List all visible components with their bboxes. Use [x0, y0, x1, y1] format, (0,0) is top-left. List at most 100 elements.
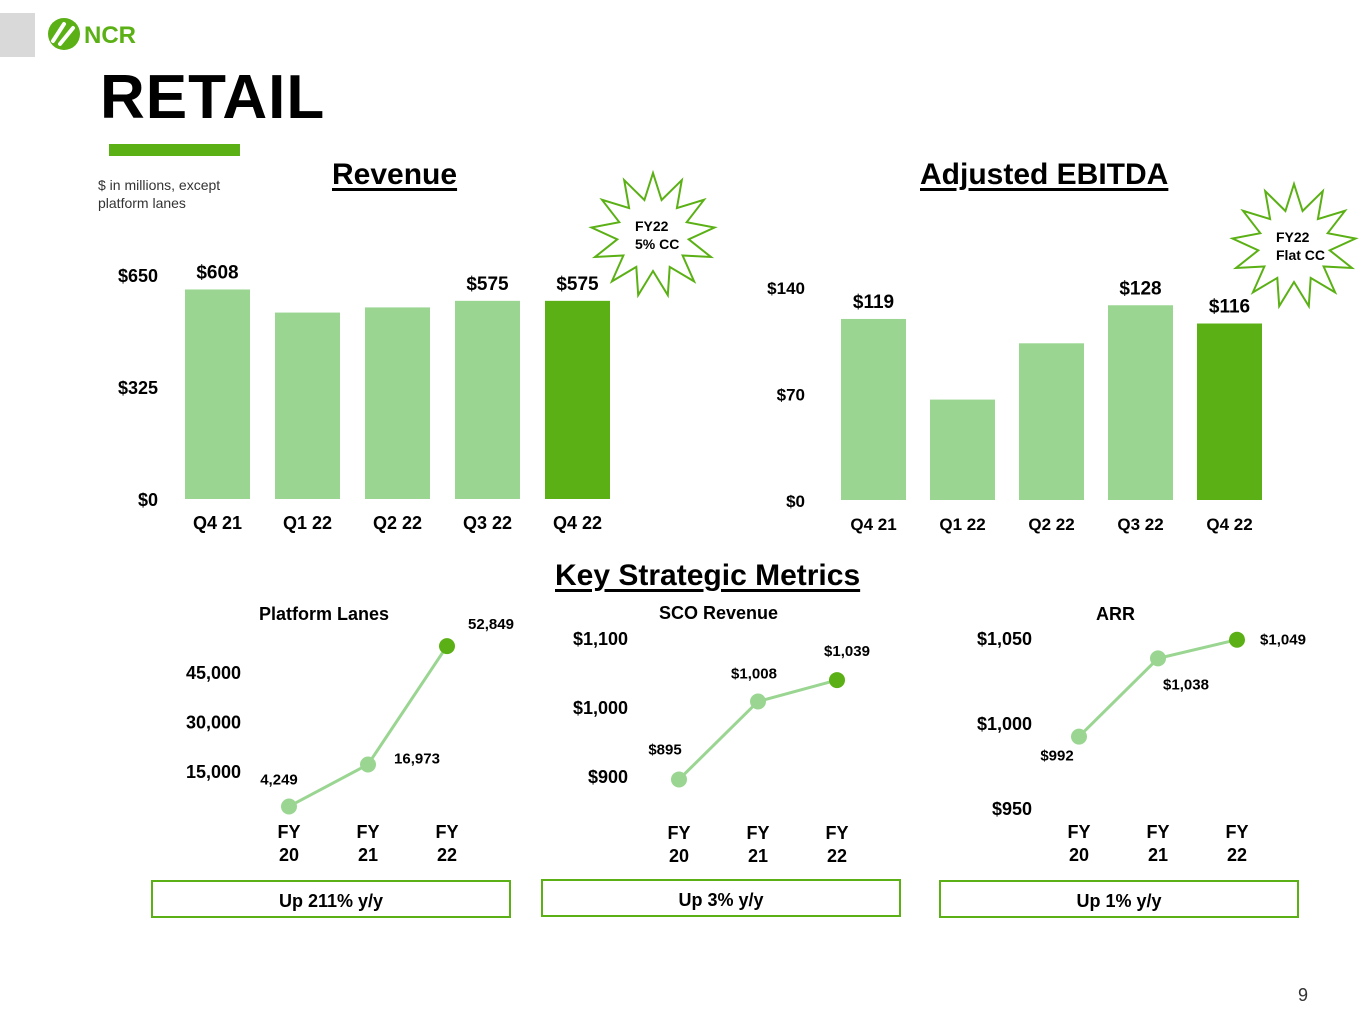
- y-tick-label: $900: [588, 767, 628, 787]
- x-tick-label: FY: [746, 823, 769, 843]
- data-point: [1229, 631, 1245, 648]
- data-point: [750, 693, 766, 710]
- x-tick-label: 22: [827, 846, 847, 866]
- bar-q4-21: [841, 318, 906, 500]
- logo-mark-icon: [48, 18, 80, 50]
- data-label: $1,049: [1260, 632, 1306, 649]
- callout-text: FY22: [1276, 229, 1310, 245]
- data-point: [829, 672, 845, 689]
- x-tick-label: Q4 22: [553, 513, 602, 533]
- x-tick-label: FY: [356, 822, 379, 842]
- series-line: [288, 645, 449, 808]
- data-label: $575: [556, 274, 599, 295]
- bar-q1-22: [275, 312, 340, 499]
- callout-starburst-icon: [1229, 180, 1359, 310]
- x-tick-label: 21: [1148, 845, 1168, 865]
- data-label: $128: [1119, 278, 1161, 299]
- x-tick-label: Q1 22: [939, 515, 985, 534]
- y-tick-label: $140: [767, 279, 805, 298]
- bar-q2-22: [365, 307, 430, 499]
- data-label: $116: [1209, 297, 1250, 318]
- y-tick-label: $950: [992, 799, 1032, 819]
- x-tick-label: Q4 22: [1206, 515, 1252, 534]
- x-tick-label: Q3 22: [1117, 515, 1163, 534]
- x-tick-label: FY: [1146, 822, 1169, 842]
- callout-text: FY22: [635, 218, 669, 234]
- y-tick-label: $650: [118, 266, 158, 286]
- data-label: $992: [1040, 748, 1073, 765]
- key-strategic-metrics-heading: Key Strategic Metrics: [555, 559, 861, 592]
- data-point: [1150, 650, 1166, 667]
- y-tick-label: $1,000: [977, 714, 1032, 734]
- revenue-chart-title: Revenue: [332, 158, 458, 191]
- x-tick-label: Q2 22: [1028, 515, 1074, 534]
- platform-lanes-summary: Up 211% y/y: [151, 880, 511, 918]
- units-note: $ in millions, except platform lanes: [98, 177, 221, 211]
- x-tick-label: 22: [1227, 845, 1247, 865]
- bar-q3-22: [1108, 305, 1173, 500]
- data-point: [439, 638, 455, 655]
- x-tick-label: 20: [1069, 845, 1089, 865]
- data-label: $1,008: [731, 665, 777, 682]
- y-tick-label: $1,050: [977, 629, 1032, 649]
- revenue-chart: $0 $325 $650 $608 Q4 21 Q1 22 Q2 22 $575 Q3 22 $5…: [118, 169, 718, 533]
- data-label: 16,973: [394, 750, 440, 767]
- bar-q2-22: [1019, 343, 1084, 500]
- data-point: [1071, 728, 1087, 745]
- arr-summary: Up 1% y/y: [939, 880, 1299, 918]
- ncr-logo: NCR: [48, 18, 136, 50]
- x-tick-label: Q1 22: [283, 513, 332, 533]
- ebitda-chart-title: Adjusted EBITDA: [920, 158, 1169, 191]
- platform-lanes-chart: 15,000 30,000 45,000 4,249 FY 20 16,973 FY 21 52,…: [186, 616, 514, 865]
- x-tick-label: 21: [358, 845, 378, 865]
- corner-tab: [0, 13, 35, 57]
- y-tick-label: $1,000: [573, 698, 628, 718]
- x-tick-label: FY: [1225, 822, 1248, 842]
- ebitda-chart: $0 $70 $140 $119 Q4 21 Q1 22 Q2 22 $128 Q3 22 $11…: [767, 180, 1359, 534]
- bar-q4-22: [545, 300, 610, 499]
- arr-chart: $950 $1,000 $1,050 $992 FY 20 $1,038 FY 21 $1,049…: [977, 629, 1306, 865]
- bar-q3-22: [455, 300, 520, 499]
- x-tick-label: Q4 21: [850, 515, 896, 534]
- page-number: 9: [1297, 985, 1308, 1005]
- bar-q4-21: [185, 289, 250, 499]
- y-tick-label: 15,000: [186, 762, 241, 782]
- logo-text: NCR: [84, 22, 136, 49]
- x-tick-label: 20: [669, 846, 689, 866]
- callout-starburst-icon: [588, 169, 718, 299]
- data-point: [360, 756, 376, 773]
- x-tick-label: Q3 22: [463, 513, 512, 533]
- page-title: RETAIL: [100, 63, 326, 132]
- data-label: $1,038: [1163, 676, 1209, 693]
- x-tick-label: Q4 21: [193, 513, 242, 533]
- x-tick-label: 21: [748, 846, 768, 866]
- x-tick-label: 22: [437, 845, 457, 865]
- y-tick-label: 45,000: [186, 663, 241, 683]
- data-label: 52,849: [468, 616, 514, 633]
- callout-text: Flat CC: [1276, 247, 1325, 263]
- bar-q4-22: [1197, 323, 1262, 500]
- title-underline-bar: [109, 144, 240, 156]
- data-label: $895: [648, 741, 681, 758]
- callout-text: 5% CC: [635, 236, 679, 252]
- x-tick-label: FY: [435, 822, 458, 842]
- platform-lanes-title: Platform Lanes: [259, 604, 390, 624]
- y-tick-label: $0: [786, 492, 805, 511]
- sco-revenue-chart: $900 $1,000 $1,100 $895 FY 20 $1,008 FY 21 $1,039…: [573, 629, 870, 866]
- x-tick-label: 20: [279, 845, 299, 865]
- data-point: [671, 771, 687, 788]
- bar-q1-22: [930, 399, 995, 500]
- x-tick-label: FY: [277, 822, 300, 842]
- x-tick-label: FY: [667, 823, 690, 843]
- y-tick-label: $0: [138, 490, 158, 510]
- y-tick-label: $70: [777, 386, 805, 405]
- sco-revenue-title: SCO Revenue: [659, 603, 779, 623]
- x-tick-label: FY: [1067, 822, 1090, 842]
- y-tick-label: 30,000: [186, 713, 241, 733]
- data-label: 4,249: [260, 771, 298, 788]
- y-tick-label: $325: [118, 378, 158, 398]
- sco-revenue-summary: Up 3% y/y: [541, 879, 901, 917]
- data-label: $575: [466, 274, 509, 295]
- x-tick-label: Q2 22: [373, 513, 422, 533]
- x-tick-label: FY: [825, 823, 848, 843]
